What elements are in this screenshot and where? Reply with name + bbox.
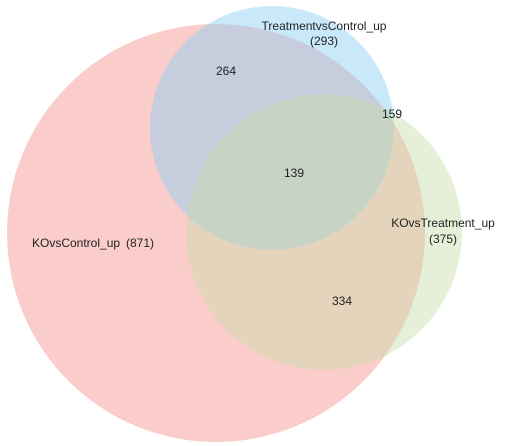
label-ko-vs-control-name: KOvsControl_up [32,236,120,250]
circle-ko-vs-treatment [186,94,462,370]
label-treatment-vs-control-total: (293) [310,34,338,48]
region-count-all-three: 139 [284,166,304,180]
label-ko-vs-treatment-name: KOvsTreatment_up [391,216,495,230]
circle-treatment-vs-control [150,6,394,250]
label-ko-vs-control-total: (871) [126,236,154,250]
circle-ko-vs-control [7,24,425,442]
region-count-ko-control-ko-treatment: 334 [332,294,352,308]
region-count-treatment-control-ko-treatment: 159 [382,107,402,121]
label-ko-vs-treatment-total: (375) [429,232,457,246]
label-treatment-vs-control-name: TreatmentvsControl_up [262,19,387,33]
region-count-ko-control-treatment-control: 264 [216,64,236,78]
